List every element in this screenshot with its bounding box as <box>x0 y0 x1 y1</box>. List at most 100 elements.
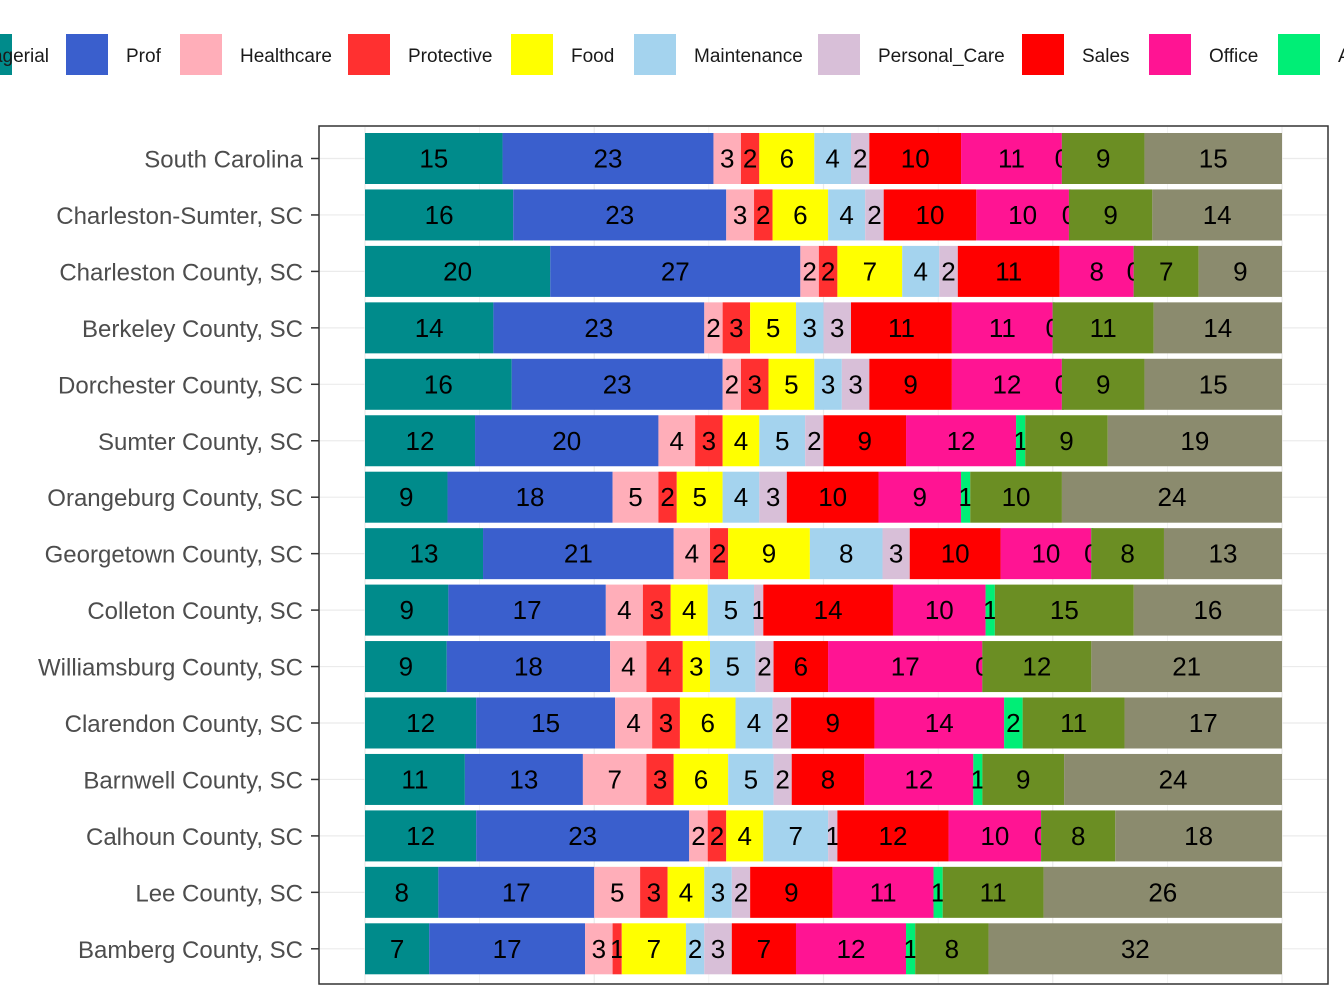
bar-segment <box>429 923 586 975</box>
bar-segment <box>493 302 705 354</box>
bar-segment <box>726 189 755 241</box>
bar-row-charleston-county-sc: 202722742118079 <box>365 245 1282 297</box>
bar-segment <box>869 358 952 410</box>
data-label: 14 <box>1203 200 1232 230</box>
bar-segment <box>809 528 883 580</box>
bar-segment <box>667 866 705 918</box>
data-label: 1 <box>826 821 840 851</box>
bar-segment <box>1043 866 1282 918</box>
bar-row-dorchester-county-sc: 1623235339120915 <box>365 358 1282 410</box>
bar-segment <box>754 189 773 241</box>
bar-segment <box>731 923 796 975</box>
legend-label: Healthcare <box>240 46 332 67</box>
data-label: 3 <box>653 764 667 794</box>
data-label: 7 <box>863 256 877 286</box>
data-label: 10 <box>916 200 945 230</box>
bar-segment <box>841 358 870 410</box>
bars: 1523326421011091516233264210100914202722… <box>365 133 1282 975</box>
bar-segment <box>865 189 884 241</box>
bar-segment <box>365 245 551 297</box>
bar-segment <box>689 810 708 862</box>
data-label: 3 <box>689 652 703 682</box>
data-label: 10 <box>980 821 1009 851</box>
bar-segment <box>642 584 671 636</box>
data-label: 4 <box>734 426 748 456</box>
bar-segment <box>1016 415 1026 467</box>
legend-key <box>0 34 12 75</box>
data-label: 12 <box>1022 652 1051 682</box>
bar-segment <box>646 753 674 805</box>
bar-segment <box>800 245 819 297</box>
data-label: 11 <box>888 313 915 343</box>
y-tick-label: Barnwell County, SC <box>83 767 303 794</box>
bar-segment <box>1022 697 1125 749</box>
bar-segment <box>951 358 1062 410</box>
data-label: 19 <box>1180 426 1209 456</box>
bar-segment <box>704 866 732 918</box>
data-label: 5 <box>610 877 624 907</box>
data-label: 13 <box>410 539 439 569</box>
data-label: 3 <box>729 313 743 343</box>
data-label: 4 <box>679 877 693 907</box>
data-label: 18 <box>1184 821 1213 851</box>
data-label: 2 <box>821 256 835 286</box>
bar-segment <box>594 866 641 918</box>
bar-segment <box>722 471 760 523</box>
bar-segment <box>976 189 1069 241</box>
y-tick-label: Georgetown County, SC <box>45 542 303 569</box>
bar-segment <box>750 302 796 354</box>
legend-label: A <box>1338 46 1344 67</box>
data-label: 11 <box>1090 313 1117 343</box>
data-label: 23 <box>594 144 623 174</box>
bar-segment <box>728 528 810 580</box>
bar-segment <box>892 584 986 636</box>
data-label: 11 <box>1060 708 1087 738</box>
data-label: 11 <box>995 256 1022 286</box>
data-label: 4 <box>621 652 635 682</box>
bar-segment <box>621 923 686 975</box>
data-label: 14 <box>1203 313 1232 343</box>
data-label: 1 <box>903 934 917 964</box>
bar-segment <box>682 641 711 693</box>
data-label: 5 <box>775 426 789 456</box>
legend-key <box>180 34 222 75</box>
bar-segment <box>1144 133 1282 184</box>
bar-row-georgetown-county-sc: 13214298310100813 <box>365 528 1282 580</box>
legend-label: Prof <box>126 46 162 67</box>
data-label: 10 <box>901 144 930 174</box>
data-label: 3 <box>821 369 835 399</box>
bar-segment <box>768 358 815 410</box>
data-label: 15 <box>419 144 448 174</box>
bar-segment <box>973 753 983 805</box>
bar-segment <box>448 584 606 636</box>
data-label: 3 <box>766 482 780 512</box>
legend-key <box>511 34 553 75</box>
legend-label: Food <box>571 46 614 67</box>
data-label: 18 <box>514 652 543 682</box>
data-label: 27 <box>661 256 690 286</box>
data-label: 9 <box>762 539 776 569</box>
data-label: 9 <box>858 426 872 456</box>
data-label: 4 <box>617 595 631 625</box>
bar-row-sumter-county-sc: 12 20 4 3 4 5 2 9 12 1 9 19 <box>365 415 1282 467</box>
data-label: 10 <box>818 482 847 512</box>
bar-segment <box>728 753 774 805</box>
data-label: 4 <box>738 821 752 851</box>
bar-segment <box>710 641 756 693</box>
bar-segment <box>365 302 494 354</box>
bar-segment <box>670 584 708 636</box>
bar-segment <box>1004 697 1023 749</box>
y-tick-label: Charleston County, SC <box>59 259 303 286</box>
bar-segment <box>795 302 824 354</box>
legend-key <box>634 34 676 75</box>
legend-key <box>1149 34 1191 75</box>
data-label: 8 <box>1120 539 1134 569</box>
bar-segment <box>365 528 484 580</box>
data-label: 16 <box>424 369 453 399</box>
bar-segment <box>1061 471 1282 523</box>
data-label: 3 <box>650 595 664 625</box>
bar-segment <box>658 415 696 467</box>
data-label: 9 <box>399 482 413 512</box>
bar-segment <box>906 415 1017 467</box>
bar-segment <box>612 471 659 523</box>
